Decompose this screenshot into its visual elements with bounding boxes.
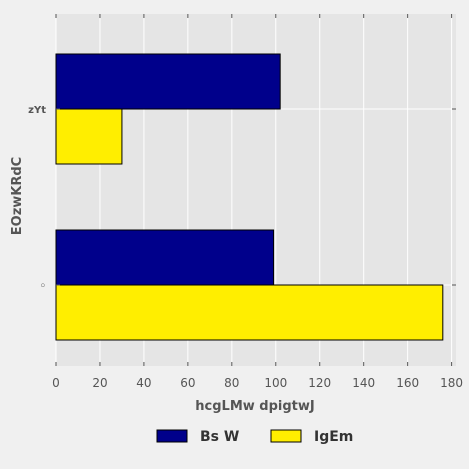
bar-series-2-2 [55,284,444,341]
y-tick-label: zYt [28,105,46,116]
x-tick-label: 60 [180,376,195,390]
bars [55,53,444,341]
x-tick-label: 20 [92,376,107,390]
y-axis-title: EOzwKRdC [10,157,25,235]
bar-series-1-2 [55,229,275,286]
x-tick-label: 100 [264,376,287,390]
legend-swatch [156,429,188,443]
x-tick-label: 40 [136,376,151,390]
x-tick-label: 80 [224,376,239,390]
legend-swatch [270,429,302,443]
legend: Bs W IgEm [156,429,353,445]
x-tick-label: 0 [52,376,60,390]
bar-series-1-1 [55,53,281,110]
y-axis-ticks: zYt ◦ [28,105,456,292]
x-tick-label: 180 [440,376,463,390]
x-axis-ticks: 0 20 40 60 80 100 120 140 160 180 [52,14,463,390]
x-tick-label: 120 [308,376,331,390]
x-tick-label: 140 [352,376,375,390]
bar-series-2-1 [55,108,123,165]
legend-label: Bs W [200,429,239,445]
x-axis-title: hcgLMw dpigtwJ [195,399,314,414]
y-tick-label: ◦ [40,281,46,292]
x-tick-label: 160 [396,376,419,390]
legend-label: IgEm [314,429,353,445]
